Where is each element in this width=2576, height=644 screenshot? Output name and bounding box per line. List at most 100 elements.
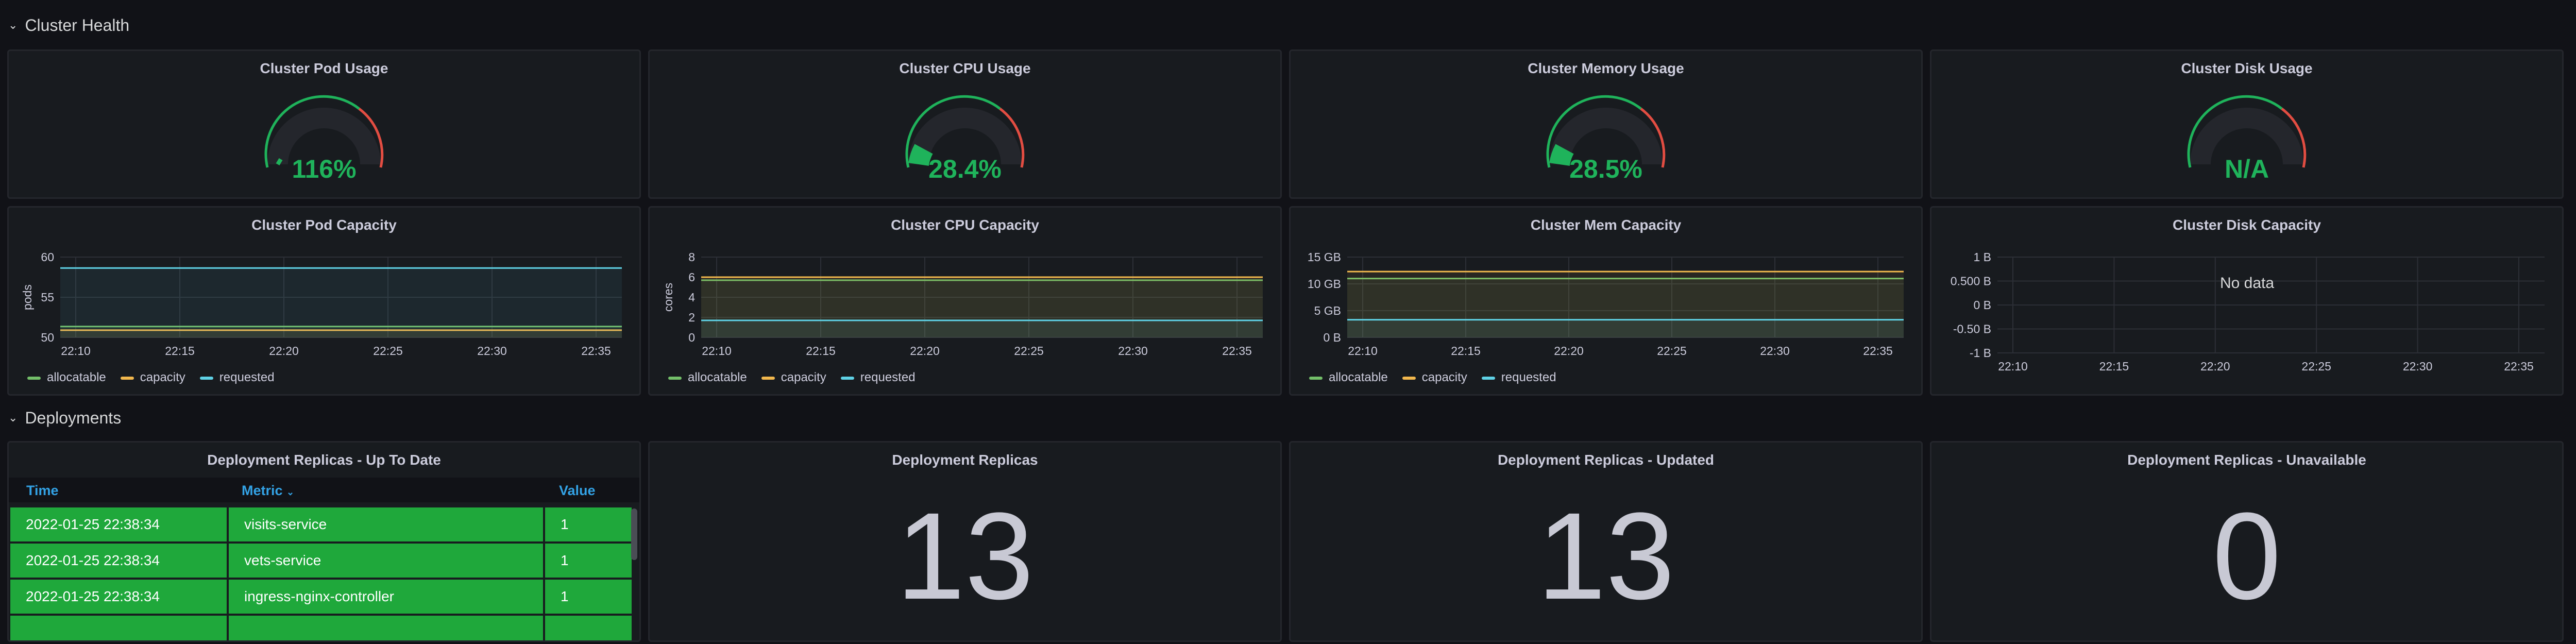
row-title: Cluster Health	[25, 15, 130, 35]
y-tick-label: 55	[41, 291, 54, 304]
x-tick-label: 22:35	[581, 344, 611, 358]
column-header-metric[interactable]: Metric ⌄	[242, 483, 295, 498]
x-tick-label: 22:10	[702, 344, 732, 358]
y-tick-label: 0 B	[1323, 331, 1341, 344]
cell-value: 1	[545, 544, 632, 578]
cell-metric	[229, 616, 543, 640]
panel-mem-capacity[interactable]: Cluster Mem Capacity 15 GB 10 GB 5 GB 0 B 22…	[1289, 206, 1923, 396]
stat-value: 0	[2212, 487, 2281, 625]
gauge-cpu-usage	[905, 95, 1025, 168]
chart-legend: allocatable capacity requested	[668, 370, 916, 385]
panel-deployment-replicas-unavailable[interactable]: Deployment Replicas - Unavailable 0	[1930, 441, 2564, 642]
x-tick-label: 22:30	[2403, 360, 2433, 373]
chart-pod-capacity: 60 55 50 22:10 22:15 22:20 22:25 22:30 22:35 pods	[21, 250, 622, 358]
row-deployments[interactable]: ⌄ Deployments	[8, 400, 121, 436]
series-area-capacity	[701, 277, 1263, 337]
panel-title: Deployment Replicas - Unavailable	[2127, 452, 2366, 468]
chart-legend: allocatable capacity requested	[27, 370, 275, 385]
panel-title: Cluster Mem Capacity	[1530, 217, 1682, 233]
panel-title: Cluster Pod Capacity	[251, 217, 397, 233]
panel-disk-capacity[interactable]: Cluster Disk Capacity 1 B 0.500 B 0 B -0.50…	[1930, 206, 2564, 396]
row-cluster-health[interactable]: ⌄ Cluster Health	[8, 7, 129, 43]
x-tick-label: 22:30	[1118, 344, 1148, 358]
legend-item-allocatable[interactable]: allocatable	[27, 370, 106, 385]
gauge-disk-usage	[2187, 95, 2307, 168]
panel-pod-usage[interactable]: Cluster Pod Usage 116%	[7, 49, 641, 199]
cell-time: 2022-01-25 22:38:34	[10, 507, 227, 541]
panel-title: Cluster Memory Usage	[1528, 60, 1684, 76]
legend-item-requested[interactable]: requested	[840, 370, 916, 385]
panel-deployment-replicas[interactable]: Deployment Replicas 13	[648, 441, 1282, 642]
row-title: Deployments	[25, 408, 122, 427]
series-area-allocatable	[60, 326, 622, 337]
x-tick-label: 22:10	[61, 344, 91, 358]
panel-memory-usage[interactable]: Cluster Memory Usage 28.5%	[1289, 49, 1923, 199]
cell-value	[545, 616, 632, 640]
x-tick-label: 22:20	[1554, 344, 1584, 358]
chevron-down-icon: ⌄	[8, 411, 18, 424]
y-tick-label: 0.500 B	[1951, 275, 1991, 288]
x-tick-label: 22:30	[477, 344, 507, 358]
series-area-allocatable	[701, 280, 1263, 337]
panel-title: Cluster Disk Usage	[2181, 60, 2313, 76]
panel-title: Cluster CPU Usage	[899, 60, 1031, 76]
cell-value: 1	[545, 507, 632, 541]
panel-replicas-up-to-date[interactable]: Deployment Replicas - Up To Date Time Me…	[7, 441, 641, 642]
legend-item-allocatable[interactable]: allocatable	[1309, 370, 1388, 385]
x-tick-label: 22:35	[2504, 360, 2534, 373]
legend-item-requested[interactable]: requested	[1481, 370, 1556, 385]
x-tick-label: 22:30	[1760, 344, 1790, 358]
panel-title: Cluster Pod Usage	[260, 60, 388, 76]
series-area-requested	[701, 320, 1263, 337]
y-tick-label: -0.50 B	[1953, 323, 1991, 336]
x-tick-label: 22:35	[1863, 344, 1893, 358]
panel-cpu-usage[interactable]: Cluster CPU Usage 28.4%	[648, 49, 1282, 199]
chevron-down-icon: ⌄	[8, 19, 18, 31]
legend-item-capacity[interactable]: capacity	[120, 370, 185, 385]
series-area-allocatable	[1347, 278, 1904, 337]
panel-cpu-capacity[interactable]: Cluster CPU Capacity 8 6 4 2 0 22:10 22:15 22:2…	[648, 206, 1282, 396]
y-tick-label: 4	[688, 291, 695, 304]
series-area-requested	[60, 268, 622, 337]
column-header-value[interactable]: Value	[559, 483, 596, 498]
x-tick-label: 22:25	[2301, 360, 2331, 373]
y-tick-label: 60	[41, 250, 54, 264]
x-tick-label: 22:10	[1998, 360, 2028, 373]
x-tick-label: 22:15	[165, 344, 195, 358]
y-tick-label: 10 GB	[1308, 277, 1341, 291]
x-tick-label: 22:25	[1014, 344, 1044, 358]
x-tick-label: 22:25	[1657, 344, 1687, 358]
chart-cpu-capacity: 8 6 4 2 0 22:10 22:15 22:20 22:25 22:30 22:35 cores	[662, 250, 1263, 358]
panel-title: Deployment Replicas	[892, 452, 1038, 468]
gauge-value: 116%	[292, 155, 357, 183]
cell-time: 2022-01-25 22:38:34	[10, 544, 227, 578]
panel-title: Cluster Disk Capacity	[2173, 217, 2321, 233]
table-scrollbar[interactable]	[631, 509, 637, 560]
y-tick-label: 5 GB	[1314, 304, 1341, 317]
x-tick-label: 22:20	[2200, 360, 2230, 373]
x-tick-label: 22:15	[1451, 344, 1481, 358]
legend-item-capacity[interactable]: capacity	[761, 370, 826, 385]
legend-item-capacity[interactable]: capacity	[1402, 370, 1467, 385]
panel-deployment-replicas-updated[interactable]: Deployment Replicas - Updated 13	[1289, 441, 1923, 642]
x-tick-label: 22:15	[806, 344, 836, 358]
y-axis-label: pods	[21, 284, 34, 310]
y-tick-label: 2	[688, 311, 695, 324]
panel-pod-capacity[interactable]: Cluster Pod Capacity 60 55 50 22:10 22:15 22:…	[7, 206, 641, 396]
cell-time	[10, 616, 227, 640]
panel-title: Deployment Replicas - Up To Date	[207, 452, 441, 468]
legend-item-allocatable[interactable]: allocatable	[668, 370, 747, 385]
cell-value: 1	[545, 580, 632, 614]
y-tick-label: 15 GB	[1308, 250, 1341, 264]
column-header-time[interactable]: Time	[26, 483, 59, 498]
cell-metric: vets-service	[229, 544, 543, 578]
y-tick-label: 50	[41, 331, 54, 344]
chart-disk-capacity: 1 B 0.500 B 0 B -0.50 B -1 B 22:10 22:15 22:20 2…	[1951, 250, 2545, 373]
stat-value: 13	[896, 487, 1034, 625]
gauge-memory-usage	[1546, 95, 1666, 168]
panel-title: Deployment Replicas - Updated	[1497, 452, 1715, 468]
y-tick-label: -1 B	[1970, 346, 1991, 360]
legend-item-requested[interactable]: requested	[199, 370, 275, 385]
sort-desc-icon: ⌄	[286, 487, 295, 497]
panel-disk-usage[interactable]: Cluster Disk Usage N/A	[1930, 49, 2564, 199]
